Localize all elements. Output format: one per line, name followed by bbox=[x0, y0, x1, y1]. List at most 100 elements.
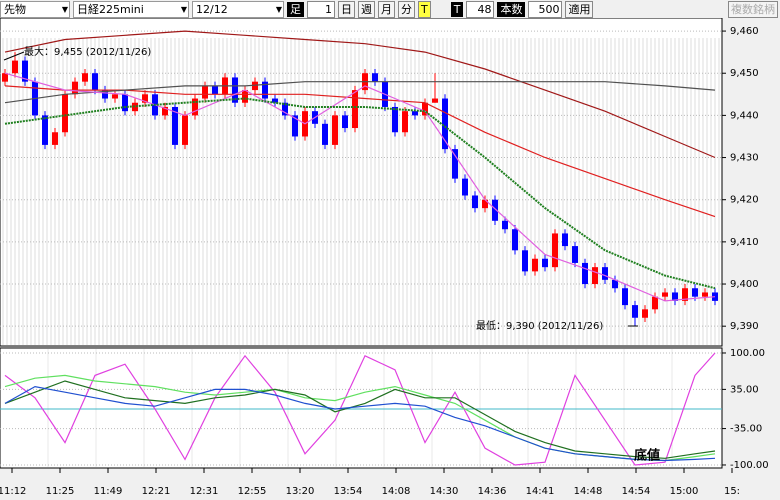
candle-body bbox=[352, 90, 358, 129]
candle-body bbox=[172, 106, 178, 145]
candle-body bbox=[532, 258, 538, 272]
y-tick-label: 35.00 bbox=[730, 384, 759, 395]
chart: 9,460 9,450 9,440 9,430 9,420 9,410 9,400 9,390… bbox=[0, 18, 769, 497]
tick-label: T bbox=[450, 1, 464, 17]
candle-body bbox=[272, 98, 278, 103]
oscillator-panel bbox=[0, 347, 723, 469]
candle-body bbox=[372, 73, 378, 82]
y-tick-label: 9,450 bbox=[730, 68, 759, 79]
oscillator-line bbox=[4, 352, 716, 466]
symbol-select[interactable]: 日経225mini bbox=[73, 0, 189, 18]
bottom-annotation: 底値 bbox=[634, 448, 660, 464]
y-tick-label: -35.00 bbox=[730, 424, 762, 435]
period-minute[interactable]: 分 bbox=[398, 0, 415, 18]
period-week[interactable]: 週 bbox=[358, 0, 375, 18]
candle-body bbox=[142, 94, 148, 103]
apply-button[interactable]: 適用 bbox=[565, 0, 594, 18]
candle-body bbox=[162, 106, 168, 116]
x-tick-label: 14:08 bbox=[382, 486, 411, 497]
candle-body bbox=[522, 250, 528, 272]
candle-body bbox=[332, 115, 338, 145]
candle-body bbox=[512, 229, 518, 251]
candle-body bbox=[612, 279, 618, 289]
y-tick-label: 9,430 bbox=[730, 153, 759, 164]
y-tick-label: 9,420 bbox=[730, 195, 759, 206]
candle-body bbox=[662, 292, 668, 297]
x-tick-label: 11:12 bbox=[0, 486, 26, 497]
moving-average bbox=[4, 97, 716, 290]
y-tick-label: 9,390 bbox=[730, 321, 759, 332]
candle-body bbox=[112, 94, 118, 99]
oscillator-line bbox=[4, 380, 716, 459]
period-month[interactable]: 月 bbox=[378, 0, 395, 18]
max-annotation: 最大：9,455 (2012/11/26) bbox=[24, 45, 151, 58]
candle-body bbox=[482, 199, 488, 209]
candle-body bbox=[452, 149, 458, 179]
candle-body bbox=[472, 195, 478, 209]
candle-body bbox=[492, 199, 498, 221]
y-tick-label: 9,400 bbox=[730, 279, 759, 290]
x-tick-label: 12:55 bbox=[238, 486, 267, 497]
moving-average bbox=[4, 81, 716, 104]
candle-body bbox=[182, 115, 188, 145]
candle-body bbox=[12, 60, 18, 74]
period-tick[interactable]: T bbox=[418, 0, 431, 18]
candle-body bbox=[102, 90, 108, 99]
toolbar: 先物 日経225mini 12/12 足 1 日 週 月 分 T T 48 本数… bbox=[0, 0, 780, 18]
candle-body bbox=[412, 111, 418, 116]
candle-body bbox=[542, 258, 548, 268]
candle-body bbox=[672, 292, 678, 301]
candle-body bbox=[392, 106, 398, 133]
oscillator-line bbox=[4, 385, 716, 462]
period-day[interactable]: 日 bbox=[338, 0, 355, 18]
candle-body bbox=[552, 233, 558, 268]
candle-body bbox=[602, 267, 608, 280]
candle-body bbox=[502, 220, 508, 230]
candle-body bbox=[132, 102, 138, 112]
market-select[interactable]: 先物 bbox=[0, 0, 70, 18]
candle-body bbox=[702, 292, 708, 297]
candle-body bbox=[342, 115, 348, 129]
candle-body bbox=[432, 98, 438, 103]
y-tick-label: 9,410 bbox=[730, 237, 759, 248]
candle-body bbox=[572, 246, 578, 263]
tick-count[interactable]: 48 bbox=[466, 0, 495, 18]
candle-body bbox=[462, 178, 468, 196]
candle-body bbox=[622, 288, 628, 306]
candle-body bbox=[322, 123, 328, 145]
candle-body bbox=[282, 102, 288, 116]
x-tick-label: 15:00 bbox=[670, 486, 699, 497]
candle-body bbox=[422, 102, 428, 116]
x-tick-label: 15: bbox=[724, 486, 740, 497]
y-tick-label: 9,460 bbox=[730, 26, 759, 37]
candle-body bbox=[42, 115, 48, 145]
min-annotation: 最低：9,390 (2012/11/26) bbox=[476, 319, 603, 332]
candle-body bbox=[712, 292, 718, 301]
candle-body bbox=[442, 98, 448, 150]
bar-label: 足 bbox=[287, 1, 304, 17]
candle-body bbox=[192, 98, 198, 116]
candle-body bbox=[212, 85, 218, 95]
candle-body bbox=[692, 288, 698, 297]
candle-body bbox=[122, 94, 128, 112]
moving-average bbox=[4, 30, 716, 159]
bar-size[interactable]: 1 bbox=[307, 0, 335, 18]
x-tick-label: 13:20 bbox=[286, 486, 315, 497]
candle-body bbox=[682, 288, 688, 301]
candle-body bbox=[562, 233, 568, 247]
candle-body bbox=[22, 60, 28, 82]
moving-average bbox=[4, 72, 716, 302]
x-tick-label: 14:54 bbox=[622, 486, 651, 497]
candle-body bbox=[402, 111, 408, 133]
candle-body bbox=[62, 94, 68, 133]
count-input[interactable]: 500 bbox=[528, 0, 563, 18]
candle-body bbox=[642, 309, 648, 318]
candle-body bbox=[202, 85, 208, 99]
x-tick-label: 13:54 bbox=[334, 486, 363, 497]
x-tick-label: 12:21 bbox=[142, 486, 171, 497]
candle-body bbox=[92, 73, 98, 91]
date-select[interactable]: 12/12 bbox=[192, 0, 284, 18]
candle-body bbox=[2, 73, 8, 82]
multi-button[interactable]: 複数銘柄 bbox=[728, 0, 778, 18]
